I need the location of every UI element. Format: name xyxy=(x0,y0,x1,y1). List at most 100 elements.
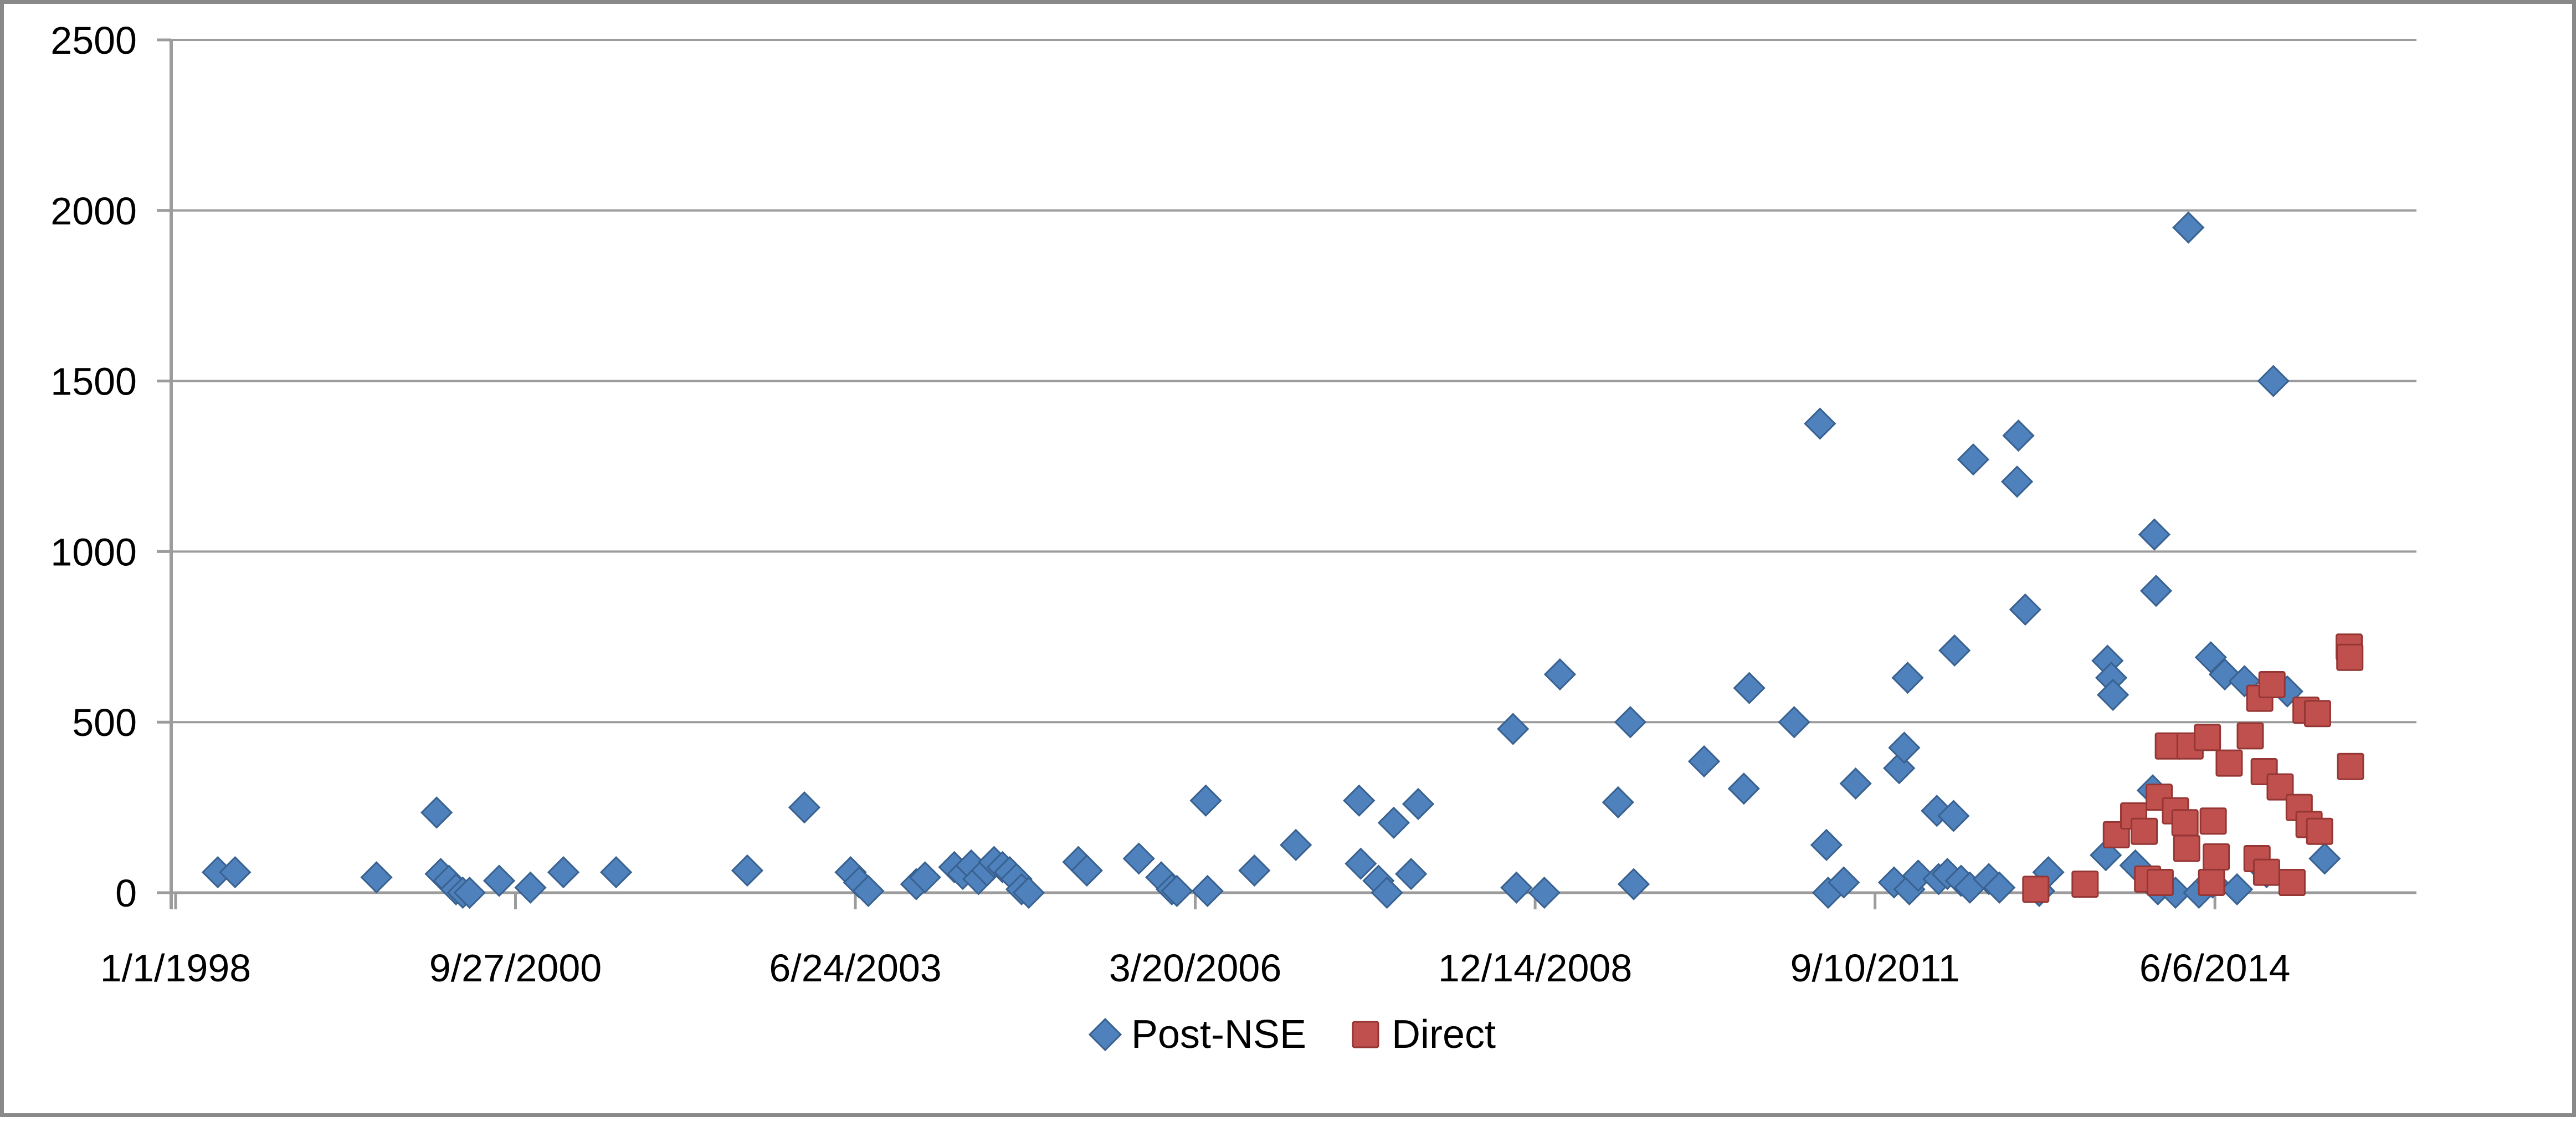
post-nse-point[interactable] xyxy=(1778,706,1810,739)
x-tick-label: 1/1/1998 xyxy=(100,946,251,990)
direct-point[interactable] xyxy=(2198,869,2225,897)
direct-point[interactable] xyxy=(2146,869,2174,897)
post-nse-point[interactable] xyxy=(1938,634,1971,667)
y-tick-label: 2000 xyxy=(50,190,137,233)
post-nse-point[interactable] xyxy=(483,864,516,897)
post-nse-diamond-icon xyxy=(1088,1017,1122,1052)
legend-item-post-nse[interactable]: Post-NSE xyxy=(1088,1015,1306,1055)
post-nse-point[interactable] xyxy=(731,854,764,887)
post-nse-point[interactable] xyxy=(1888,731,1921,764)
post-nse-point[interactable] xyxy=(1402,787,1435,821)
post-nse-point[interactable] xyxy=(219,856,252,889)
direct-point[interactable] xyxy=(2303,700,2331,728)
post-nse-point[interactable] xyxy=(1902,859,1934,892)
x-tick-label: 9/27/2000 xyxy=(429,946,602,990)
post-nse-point[interactable] xyxy=(2002,419,2035,452)
post-nse-point[interactable] xyxy=(1733,672,1766,704)
post-nse-point[interactable] xyxy=(1238,854,1271,887)
x-tick-label: 6/24/2003 xyxy=(769,946,941,990)
direct-point[interactable] xyxy=(2337,753,2364,780)
direct-point[interactable] xyxy=(2266,773,2294,801)
post-nse-point[interactable] xyxy=(1727,772,1760,805)
direct-point[interactable] xyxy=(2236,722,2264,750)
post-nse-point[interactable] xyxy=(2172,211,2205,244)
post-nse-point[interactable] xyxy=(1937,800,1970,832)
x-tick-label: 12/14/2008 xyxy=(1438,946,1632,990)
x-tick-label: 9/10/2011 xyxy=(1790,946,1960,990)
post-nse-point[interactable] xyxy=(1839,767,1872,800)
post-nse-point[interactable] xyxy=(1280,828,1312,861)
post-nse-point[interactable] xyxy=(1614,706,1647,739)
post-nse-point[interactable] xyxy=(1345,847,1377,880)
post-nse-point[interactable] xyxy=(1497,713,1530,745)
post-nse-point[interactable] xyxy=(852,874,885,908)
post-nse-point[interactable] xyxy=(2220,873,2254,905)
series-direct xyxy=(2022,633,2364,903)
post-nse-point[interactable] xyxy=(2308,842,2341,875)
direct-point[interactable] xyxy=(2131,817,2158,845)
post-nse-point[interactable] xyxy=(360,861,393,894)
gridlines xyxy=(157,38,2416,894)
post-nse-point[interactable] xyxy=(2009,593,2041,626)
post-nse-point[interactable] xyxy=(1070,854,1103,887)
post-nse-point[interactable] xyxy=(909,861,941,894)
axes xyxy=(170,40,2416,909)
direct-point[interactable] xyxy=(2258,670,2286,698)
direct-point[interactable] xyxy=(2194,724,2221,751)
y-tick-label: 1500 xyxy=(50,360,137,403)
post-nse-point[interactable] xyxy=(1371,876,1403,909)
direct-point[interactable] xyxy=(2336,643,2364,671)
post-nse-point[interactable] xyxy=(2096,678,2129,711)
direct-point[interactable] xyxy=(2306,817,2333,845)
post-nse-point[interactable] xyxy=(1617,868,1650,900)
post-nse-point[interactable] xyxy=(1377,806,1410,839)
direct-square-icon xyxy=(1352,1021,1379,1048)
y-tick-label: 0 xyxy=(115,872,137,915)
direct-point[interactable] xyxy=(2173,835,2200,862)
post-nse-point[interactable] xyxy=(2257,365,2290,397)
post-nse-point[interactable] xyxy=(2139,575,2173,607)
post-nse-point[interactable] xyxy=(453,876,486,909)
post-nse-point[interactable] xyxy=(1957,443,1990,476)
post-nse-point[interactable] xyxy=(1810,828,1843,861)
post-nse-point[interactable] xyxy=(1543,658,1577,691)
post-nse-point[interactable] xyxy=(2090,839,2122,872)
post-nse-point[interactable] xyxy=(788,791,821,824)
post-nse-point[interactable] xyxy=(1983,871,2016,904)
direct-point[interactable] xyxy=(2278,869,2306,897)
post-nse-point[interactable] xyxy=(1500,871,1533,904)
post-nse-point[interactable] xyxy=(1891,662,1924,694)
post-nse-point[interactable] xyxy=(514,871,547,904)
direct-point[interactable] xyxy=(2199,807,2227,835)
legend-item-direct[interactable]: Direct xyxy=(1348,1015,1496,1055)
post-nse-point[interactable] xyxy=(1122,842,1155,875)
post-nse-point[interactable] xyxy=(2208,658,2241,691)
post-nse-point[interactable] xyxy=(1189,784,1222,817)
direct-point[interactable] xyxy=(2252,858,2280,886)
post-nse-point[interactable] xyxy=(1804,407,1836,440)
post-nse-point[interactable] xyxy=(1528,876,1561,909)
post-nse-point[interactable] xyxy=(1602,786,1634,818)
direct-point[interactable] xyxy=(2215,749,2243,777)
post-nse-point[interactable] xyxy=(1012,876,1045,909)
direct-point[interactable] xyxy=(2171,809,2199,837)
x-tick-label: 3/20/2006 xyxy=(1109,946,1281,990)
post-nse-point[interactable] xyxy=(599,856,633,889)
legend-label-post-nse: Post-NSE xyxy=(1131,1012,1307,1057)
post-nse-point[interactable] xyxy=(1828,866,1860,899)
direct-point[interactable] xyxy=(2203,843,2230,871)
post-nse-point[interactable] xyxy=(1343,784,1376,817)
direct-point[interactable] xyxy=(2022,876,2050,903)
series-post-nse xyxy=(201,211,2341,909)
post-nse-point[interactable] xyxy=(2000,465,2034,498)
post-nse-point[interactable] xyxy=(1191,874,1224,908)
direct-point[interactable] xyxy=(2071,871,2099,898)
post-nse-point[interactable] xyxy=(420,796,453,829)
post-nse-point[interactable] xyxy=(2138,518,2171,551)
post-nse-point[interactable] xyxy=(1395,858,1428,890)
post-nse-point[interactable] xyxy=(547,856,580,889)
post-nse-point[interactable] xyxy=(1687,745,1721,778)
y-tick-label: 1000 xyxy=(50,530,137,574)
post-nse-point[interactable] xyxy=(1161,874,1193,908)
